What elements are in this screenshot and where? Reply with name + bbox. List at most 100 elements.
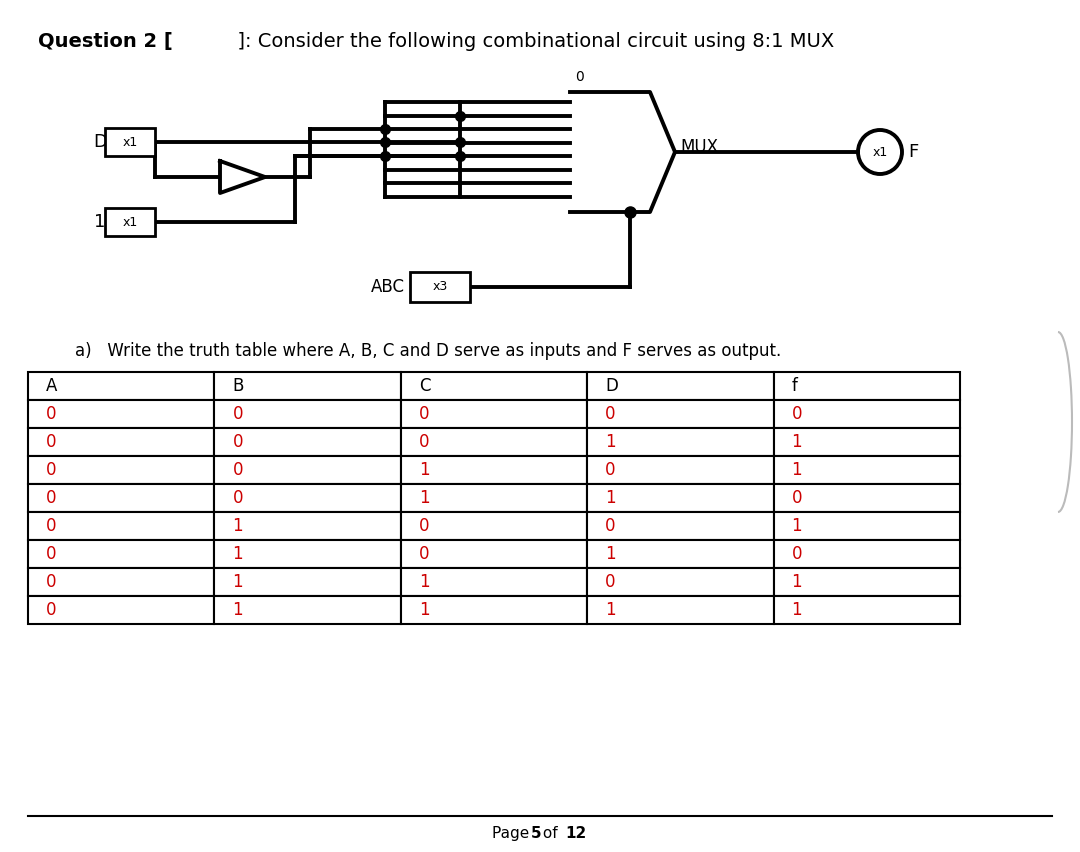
Text: 12: 12 — [565, 826, 586, 841]
Bar — [215, 428, 401, 456]
Bar — [28, 428, 215, 456]
Bar — [28, 512, 215, 540]
Text: 0: 0 — [792, 545, 802, 563]
Text: 1: 1 — [232, 573, 243, 591]
Bar — [773, 456, 960, 484]
Bar — [588, 484, 773, 512]
Text: 5: 5 — [531, 826, 542, 841]
Bar — [588, 400, 773, 428]
Text: x1: x1 — [122, 135, 137, 148]
Text: 0: 0 — [46, 517, 56, 535]
Text: 1: 1 — [792, 573, 802, 591]
Bar — [401, 512, 588, 540]
Bar — [105, 128, 156, 156]
Text: 1: 1 — [419, 601, 430, 619]
Bar — [588, 456, 773, 484]
Text: 0: 0 — [419, 405, 430, 423]
Text: 1: 1 — [419, 573, 430, 591]
Bar — [401, 484, 588, 512]
Text: D: D — [93, 133, 107, 151]
Bar — [401, 568, 588, 596]
Bar — [215, 596, 401, 624]
Text: 0: 0 — [419, 517, 430, 535]
Text: 0: 0 — [232, 489, 243, 507]
Text: F: F — [908, 143, 918, 161]
Text: 1: 1 — [232, 545, 243, 563]
Bar — [588, 540, 773, 568]
Text: 1: 1 — [792, 461, 802, 479]
Text: B: B — [232, 377, 244, 395]
Bar — [410, 272, 470, 302]
Bar — [105, 208, 156, 236]
Bar — [588, 512, 773, 540]
Text: A: A — [46, 377, 57, 395]
Bar — [773, 512, 960, 540]
Text: 0: 0 — [575, 70, 584, 84]
Bar — [588, 428, 773, 456]
Text: ABC: ABC — [372, 278, 405, 296]
Text: 1: 1 — [792, 433, 802, 451]
Text: 0: 0 — [46, 489, 56, 507]
Text: 0: 0 — [232, 405, 243, 423]
Bar — [773, 596, 960, 624]
Bar — [215, 456, 401, 484]
Text: a)   Write the truth table where A, B, C and D serve as inputs and F serves as o: a) Write the truth table where A, B, C a… — [75, 342, 781, 360]
Text: 0: 0 — [46, 405, 56, 423]
Bar — [588, 372, 773, 400]
Text: 0: 0 — [46, 545, 56, 563]
Bar — [401, 540, 588, 568]
Bar — [773, 484, 960, 512]
Text: 1: 1 — [792, 601, 802, 619]
Text: 0: 0 — [605, 517, 616, 535]
Text: 0: 0 — [419, 545, 430, 563]
Text: 1: 1 — [605, 601, 616, 619]
Text: Page: Page — [492, 826, 535, 841]
Bar — [401, 456, 588, 484]
Bar — [28, 596, 215, 624]
Bar — [401, 428, 588, 456]
Text: f: f — [792, 377, 797, 395]
Text: 0: 0 — [419, 433, 430, 451]
Text: 1: 1 — [605, 433, 616, 451]
Bar — [588, 568, 773, 596]
Bar — [215, 512, 401, 540]
Text: 0: 0 — [792, 405, 802, 423]
Bar — [215, 540, 401, 568]
Text: 1: 1 — [419, 489, 430, 507]
Bar — [215, 568, 401, 596]
Text: 0: 0 — [46, 433, 56, 451]
Bar — [28, 456, 215, 484]
Text: 1: 1 — [419, 461, 430, 479]
Text: C: C — [419, 377, 430, 395]
Text: 0: 0 — [792, 489, 802, 507]
Bar — [773, 540, 960, 568]
Text: 0: 0 — [232, 433, 243, 451]
Text: 0: 0 — [605, 573, 616, 591]
Bar — [773, 372, 960, 400]
Text: 1: 1 — [232, 517, 243, 535]
Bar — [773, 568, 960, 596]
Text: 1: 1 — [94, 213, 106, 231]
Bar — [401, 596, 588, 624]
Text: of: of — [538, 826, 563, 841]
Bar — [28, 372, 215, 400]
Text: 0: 0 — [46, 601, 56, 619]
Text: 1: 1 — [792, 517, 802, 535]
Bar — [215, 484, 401, 512]
Text: D: D — [605, 377, 618, 395]
Bar — [773, 428, 960, 456]
Text: x1: x1 — [873, 146, 888, 158]
Text: 0: 0 — [46, 461, 56, 479]
Polygon shape — [220, 161, 265, 193]
Text: 0: 0 — [46, 573, 56, 591]
Text: 1: 1 — [605, 545, 616, 563]
Bar — [28, 540, 215, 568]
Text: x3: x3 — [432, 280, 447, 293]
Bar — [215, 400, 401, 428]
Text: 0: 0 — [605, 461, 616, 479]
Bar — [773, 400, 960, 428]
Text: 0: 0 — [605, 405, 616, 423]
Bar — [588, 596, 773, 624]
Bar — [401, 400, 588, 428]
Text: Question 2 [: Question 2 [ — [38, 32, 173, 51]
